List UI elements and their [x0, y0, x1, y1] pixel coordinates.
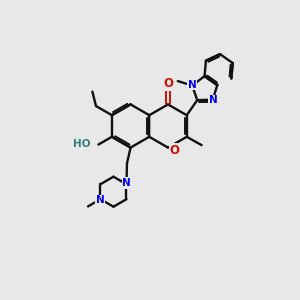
- Text: O: O: [163, 77, 173, 90]
- Text: N: N: [122, 178, 131, 188]
- Text: N: N: [96, 195, 105, 206]
- Text: O: O: [169, 143, 180, 157]
- Text: N: N: [209, 95, 218, 106]
- Text: N: N: [188, 80, 197, 90]
- Text: HO: HO: [73, 139, 90, 149]
